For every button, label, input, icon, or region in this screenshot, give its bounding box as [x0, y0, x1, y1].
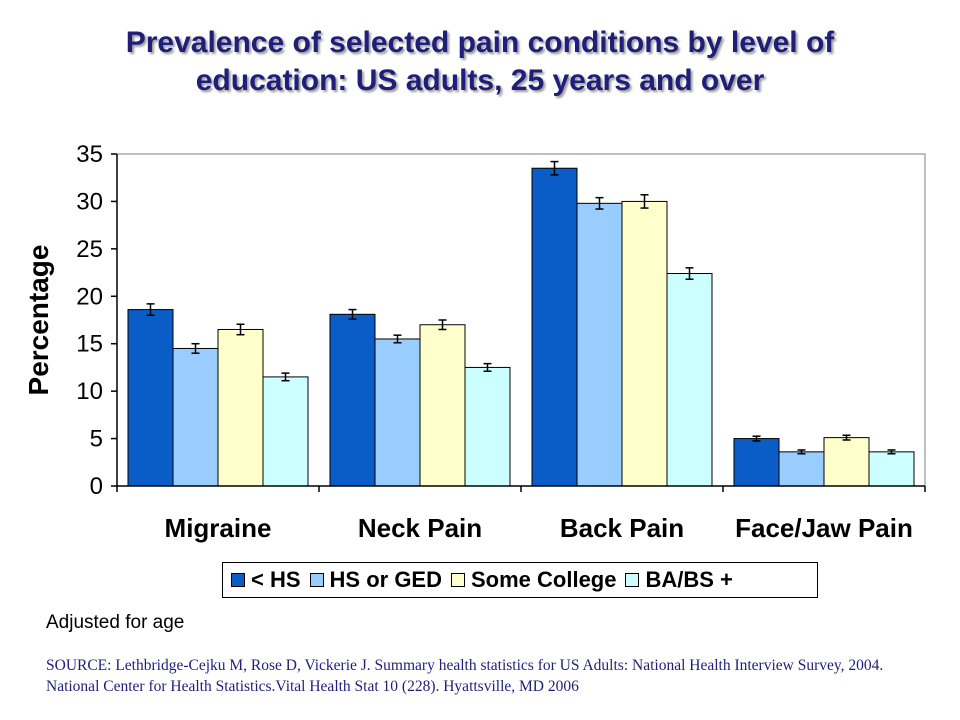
legend-swatch [309, 573, 324, 587]
axes [116, 153, 926, 492]
bar [576, 202, 623, 487]
bar [172, 347, 219, 487]
bar [531, 167, 578, 487]
y-tick-label: 15 [76, 331, 103, 358]
chart-title-line-1: Prevalence of selected pain conditions b… [125, 26, 835, 59]
y-tick-label: 10 [76, 378, 103, 405]
category-label: Neck Pain [358, 513, 482, 543]
bar [823, 437, 870, 487]
legend-label: BA/BS + [645, 567, 733, 592]
bar [733, 438, 780, 487]
bar [868, 451, 915, 487]
category-label: Migraine [165, 513, 272, 543]
category-labels: Migraine Neck Pain Back Pain Face/Jaw Pain [165, 513, 913, 543]
chart-title: Prevalence of selected pain conditions b… [0, 24, 960, 100]
y-tick-label: 35 [76, 141, 103, 168]
bar [621, 200, 668, 487]
source-citation: SOURCE: Lethbridge-Cejku M, Rose D, Vick… [46, 657, 884, 695]
legend-item: Some College [451, 567, 616, 593]
bar [778, 451, 825, 487]
bar [666, 273, 713, 487]
bar [329, 313, 376, 487]
y-axis-ticks: 0 5 10 15 20 25 30 35 [76, 141, 117, 500]
legend-item: HS or GED [309, 567, 442, 593]
legend-swatch [451, 573, 465, 587]
note-text: Adjusted for age [46, 612, 185, 633]
bar [217, 328, 264, 487]
legend-item: < HS [231, 567, 301, 593]
category-label: Back Pain [560, 513, 684, 543]
y-tick-label: 0 [90, 473, 103, 500]
y-tick-label: 5 [90, 426, 103, 453]
legend-item: BA/BS + [625, 567, 733, 593]
legend-swatch [625, 573, 640, 587]
category-label: Face/Jaw Pain [735, 513, 913, 543]
bar [262, 376, 309, 487]
error-bars [146, 160, 896, 455]
bar-chart: 0 5 10 15 20 25 30 35 Migraine Neck Pain Back Pai… [23, 141, 926, 543]
bars [127, 167, 915, 487]
chart-title-line-2: education: US adults, 25 years and over [195, 64, 765, 97]
y-tick-label: 20 [76, 283, 103, 310]
bar [419, 324, 466, 487]
legend-label: < HS [251, 567, 301, 592]
y-tick-label: 25 [76, 236, 103, 263]
y-axis-label: Percentage [23, 245, 54, 396]
legend-swatch [231, 573, 245, 587]
legend-label: HS or GED [329, 567, 442, 592]
bar [127, 309, 174, 487]
legend: < HS HS or GED Some College BA/BS + [222, 562, 818, 598]
legend-label: Some College [471, 567, 617, 592]
y-tick-label: 30 [76, 188, 103, 215]
bar [374, 338, 421, 487]
bar [464, 366, 511, 487]
